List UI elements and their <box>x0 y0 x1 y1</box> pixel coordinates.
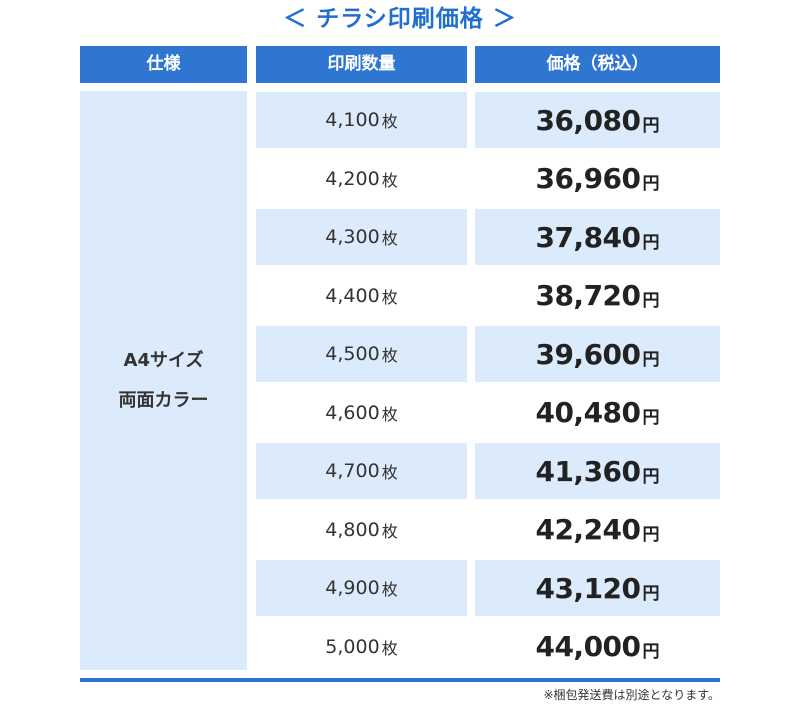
quantity-unit: 枚 <box>381 404 398 424</box>
spec-color: 両面カラー <box>118 389 209 411</box>
price-cell: 40,480 円 <box>475 385 720 441</box>
quantity-value: 4,600 <box>325 401 380 424</box>
quantity-unit: 枚 <box>381 580 398 599</box>
quantity-unit: 枚 <box>381 346 398 365</box>
table-row: 4,100 枚 36,080 円 <box>256 91 720 150</box>
quantity-cell: 4,300 枚 <box>256 209 467 265</box>
price-value: 36,080 <box>535 103 641 137</box>
quantity-unit: 枚 <box>381 638 398 658</box>
quantity-cell: 4,900 枚 <box>256 560 467 616</box>
quantity-value: 4,100 <box>325 109 380 131</box>
price-value: 38,720 <box>535 279 641 312</box>
price-value: 40,480 <box>535 396 641 429</box>
header-spec: 仕様 <box>80 46 247 83</box>
price-cell: 36,960 円 <box>475 151 720 207</box>
table-row: 4,700 枚 41,360 円 <box>256 442 720 501</box>
price-value: 39,600 <box>535 337 641 371</box>
quantity-value: 4,300 <box>325 226 380 248</box>
price-cell: 41,360 円 <box>475 443 720 499</box>
quantity-unit: 枚 <box>381 463 398 482</box>
price-cell: 44,000 円 <box>475 619 720 675</box>
price-unit: 円 <box>642 115 660 136</box>
price-unit: 円 <box>642 466 660 487</box>
header-quantity: 印刷数量 <box>256 46 467 83</box>
table-row: 4,200 枚 36,960 円 <box>256 150 720 209</box>
price-unit: 円 <box>642 525 660 545</box>
table-row: 4,600 枚 40,480 円 <box>256 384 720 443</box>
table-row: 4,800 枚 42,240 円 <box>256 501 720 560</box>
price-cell: 38,720 円 <box>475 268 720 324</box>
price-value: 36,960 <box>535 162 641 195</box>
price-cell: 36,080 円 <box>475 92 720 148</box>
quantity-value: 4,200 <box>325 167 380 190</box>
price-value: 41,360 <box>535 454 641 488</box>
table-row: 5,000 枚 44,000 円 <box>256 618 720 677</box>
quantity-value: 4,900 <box>325 577 380 599</box>
spec-cell: A4サイズ 両面カラー <box>80 91 247 670</box>
quantity-value: 4,500 <box>325 343 380 365</box>
price-value: 37,840 <box>535 220 641 254</box>
spec-size: A4サイズ <box>123 349 204 371</box>
price-unit: 円 <box>642 408 660 428</box>
table-row: 4,500 枚 39,600 円 <box>256 325 720 384</box>
quantity-unit: 枚 <box>381 287 398 307</box>
page-title: ＜ チラシ印刷価格 ＞ <box>283 6 517 32</box>
quantity-cell: 4,800 枚 <box>256 502 467 558</box>
quantity-cell: 4,400 枚 <box>256 268 467 324</box>
table-row: 4,400 枚 38,720 円 <box>256 267 720 326</box>
price-cell: 39,600 円 <box>475 326 720 382</box>
table-row: 4,900 枚 43,120 円 <box>256 559 720 618</box>
price-unit: 円 <box>642 583 660 604</box>
header-price: 価格（税込） <box>475 46 720 83</box>
quantity-cell: 4,700 枚 <box>256 443 467 499</box>
price-cell: 37,840 円 <box>475 209 720 265</box>
price-value: 42,240 <box>535 513 641 546</box>
quantity-unit: 枚 <box>381 170 398 190</box>
quantity-cell: 4,100 枚 <box>256 92 467 148</box>
price-value: 44,000 <box>535 630 641 663</box>
table-row: 4,300 枚 37,840 円 <box>256 208 720 267</box>
quantity-cell: 4,600 枚 <box>256 385 467 441</box>
quantity-cell: 4,500 枚 <box>256 326 467 382</box>
shipping-note: ※梱包発送費は別途となります。 <box>543 688 721 702</box>
quantity-unit: 枚 <box>381 112 398 131</box>
table-bottom-rule <box>80 678 720 682</box>
price-unit: 円 <box>642 232 660 253</box>
quantity-cell: 4,200 枚 <box>256 151 467 207</box>
quantity-value: 4,700 <box>325 460 380 482</box>
price-unit: 円 <box>642 291 660 311</box>
price-rows: 4,100 枚 36,080 円 4,200 枚 36,960 円 4,300 枚 37,… <box>256 91 720 676</box>
quantity-value: 5,000 <box>325 635 380 658</box>
price-cell: 42,240 円 <box>475 502 720 558</box>
price-unit: 円 <box>642 349 660 370</box>
quantity-unit: 枚 <box>381 229 398 248</box>
quantity-value: 4,400 <box>325 284 380 307</box>
quantity-value: 4,800 <box>325 518 380 541</box>
price-unit: 円 <box>642 642 660 662</box>
price-value: 43,120 <box>535 571 641 605</box>
price-cell: 43,120 円 <box>475 560 720 616</box>
quantity-cell: 5,000 枚 <box>256 619 467 675</box>
quantity-unit: 枚 <box>381 521 398 541</box>
price-unit: 円 <box>642 174 660 194</box>
